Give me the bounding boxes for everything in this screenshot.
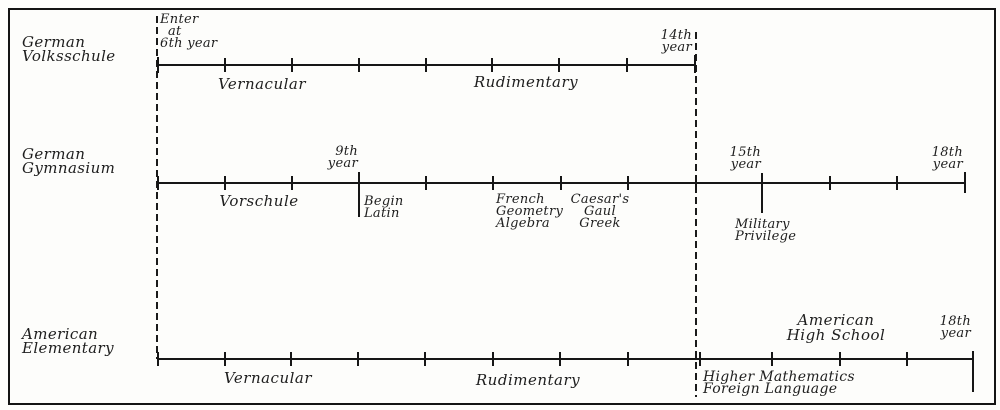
american-elementary-year-tick: [290, 352, 292, 366]
enter-at-6th-year-note: Enter at 6th year: [160, 12, 218, 51]
american-elementary-year-tick: [224, 352, 226, 366]
german-gymnasium-year-tick: [829, 176, 831, 190]
american-elementary-year-tick: [627, 352, 629, 366]
american-elementary-year-tick: [424, 352, 426, 366]
german-gymnasium-year-tick: [291, 176, 293, 190]
american-elementary-year-tick: [699, 352, 701, 366]
german-gymnasium-leaving-marker: [964, 172, 966, 193]
german-gymnasium-military-privilege-marker: [761, 173, 763, 213]
rudimentary-label: Rudimentary: [475, 371, 581, 389]
german-gymnasium-year-tick: [695, 176, 697, 190]
18th-year-label: 18th year: [939, 314, 971, 341]
german-gymnasium-year-tick: [627, 176, 629, 190]
american-elementary-year-tick: [157, 352, 159, 366]
american-elementary-year-tick: [492, 352, 494, 366]
german-gymnasium-year-tick: [896, 176, 898, 190]
14th-year-label: 14th year: [660, 28, 692, 55]
military-privilege-note: Military Privilege: [735, 217, 797, 244]
german-gymnasium-year-tick: [224, 176, 226, 190]
higher-mathematics-foreign-language-note: Higher Mathematics Foreign Language: [703, 369, 855, 397]
american-elementary-year-tick: [839, 352, 841, 366]
vorschule-label: Vorschule: [219, 192, 299, 210]
15th-year-label: 15th year: [729, 145, 761, 172]
vernacular-label: Vernacular: [217, 75, 307, 93]
american-elementary-leaving-marker: [972, 351, 974, 392]
german-gymnasium-year-tick: [492, 176, 494, 190]
german-volksschule-entry-marker: [157, 57, 159, 73]
vernacular-label: Vernacular: [223, 369, 313, 387]
american-elementary-header: American Elementary: [22, 325, 115, 357]
caesars-gaul-greek-note: Caesar's Gaul Greek: [570, 192, 630, 231]
american-high-school-label: American High School: [786, 311, 886, 344]
9th-year-label: 9th year: [327, 144, 358, 171]
german-gymnasium-year-tick: [560, 176, 562, 190]
german-volksschule-year-tick: [358, 58, 360, 72]
american-elementary-axis-line: [158, 358, 973, 360]
rudimentary-label: Rudimentary: [473, 73, 579, 91]
begin-latin-note: Begin Latin: [364, 194, 404, 221]
american-elementary-year-tick: [559, 352, 561, 366]
german-volksschule-year-tick: [291, 58, 293, 72]
figure-border: [8, 8, 996, 405]
german-volksschule-header: German Volksschule: [22, 33, 116, 65]
german-volksschule-year-tick: [626, 58, 628, 72]
german-volksschule-year-tick: [491, 58, 493, 72]
american-elementary-year-tick: [906, 352, 908, 366]
german-volksschule-year-tick: [558, 58, 560, 72]
german-gymnasium-header: German Gymnasium: [22, 145, 116, 177]
german-volksschule-year-tick: [224, 58, 226, 72]
french-geometry-algebra-note: French Geometry Algebra: [496, 192, 564, 231]
american-elementary-year-tick: [771, 352, 773, 366]
fourteenth-year-divider-line: [695, 32, 697, 397]
german-volksschule-year-tick: [425, 58, 427, 72]
german-volksschule-leaving-marker: [694, 55, 696, 73]
18th-year-label: 18th year: [931, 145, 963, 172]
american-elementary-year-tick: [357, 352, 359, 366]
german-gymnasium-year-tick: [157, 176, 159, 190]
german-gymnasium-year-tick: [425, 176, 427, 190]
german-gymnasium-begin-latin-marker: [358, 172, 360, 217]
